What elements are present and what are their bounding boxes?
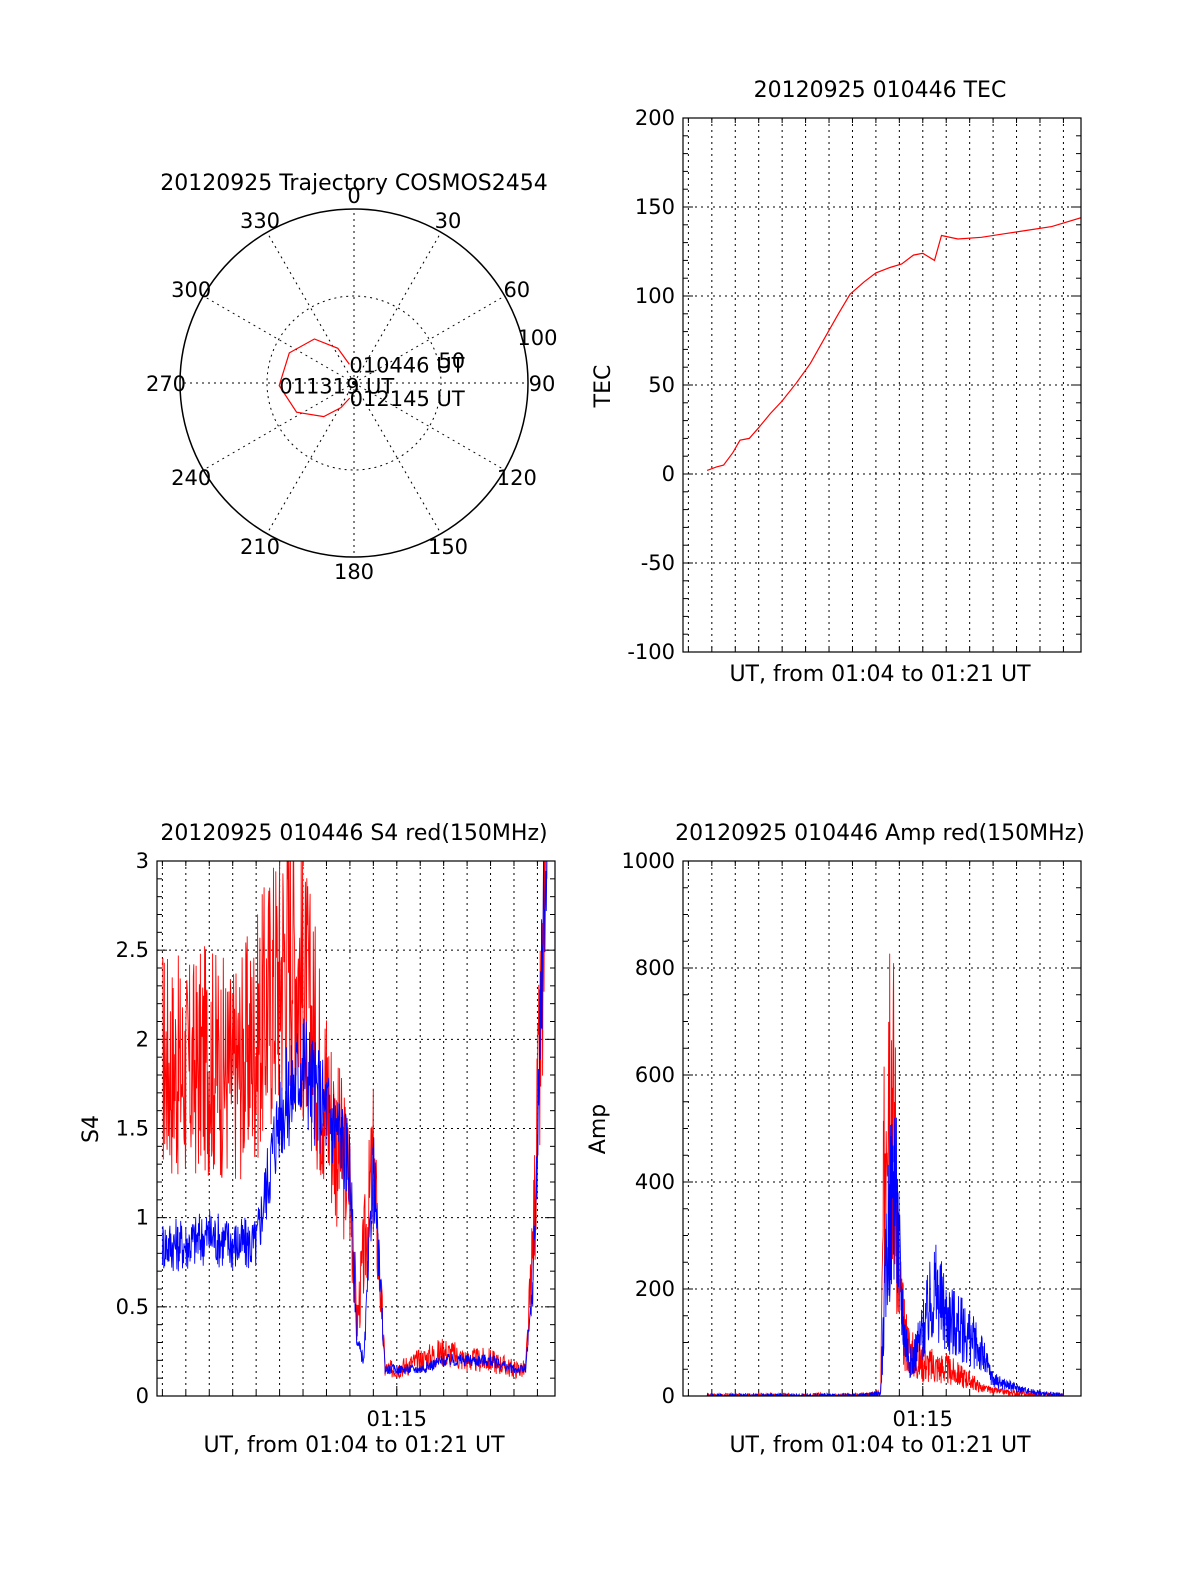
polar-radial-label: 50	[438, 349, 465, 373]
y-tick-label: 100	[635, 284, 675, 308]
polar-angle-label: 0	[347, 184, 360, 208]
polar-spoke	[353, 382, 505, 471]
x-tick-label: 01:15	[367, 1407, 428, 1431]
y-tick-label: 400	[635, 1170, 675, 1194]
polar-radial-labels: 50 100	[438, 326, 557, 373]
polar-angle-label: 180	[334, 560, 374, 584]
polar-spoke	[353, 232, 442, 384]
amp-panel: 20120925 010446 Amp red(150MHz) Amp UT, …	[586, 821, 1085, 1458]
y-tick-label: 200	[635, 1277, 675, 1301]
plot-frame	[682, 860, 1082, 1397]
y-tick-label: 0	[136, 1384, 149, 1408]
x-tick-label: 01:15	[893, 1407, 954, 1431]
y-tick-label: 3	[136, 849, 149, 873]
y-tick-label: 150	[635, 195, 675, 219]
trajectory-title: 20120925 Trajectory COSMOS2454	[160, 171, 547, 196]
series-line	[161, 861, 548, 1376]
amp-title: 20120925 010446 Amp red(150MHz)	[675, 821, 1085, 846]
trajectory-line	[278, 338, 351, 418]
trajectory-time-label: 012145 UT	[350, 387, 465, 411]
s4-xlabel: UT, from 01:04 to 01:21 UT	[203, 1433, 505, 1458]
y-tick-label: 2.5	[116, 938, 149, 962]
polar-angle-label: 90	[529, 372, 556, 396]
y-tick-label: 200	[635, 106, 675, 130]
series-line	[706, 1117, 1064, 1396]
s4-title: 20120925 010446 S4 red(150MHz)	[160, 821, 547, 846]
y-tick-label: 0.5	[116, 1295, 149, 1319]
trajectory-time-label: 010446 UT	[349, 353, 464, 377]
polar-spoke	[203, 382, 355, 471]
polar-angle-label: 210	[240, 535, 280, 559]
y-tick-label: 1.5	[116, 1117, 149, 1141]
s4-ylabel: S4	[79, 1115, 104, 1143]
polar-radial-label: 100	[517, 326, 557, 350]
tec-title: 20120925 010446 TEC	[754, 78, 1007, 103]
amp-xlabel: UT, from 01:04 to 01:21 UT	[729, 1433, 1031, 1458]
polar-spoke	[203, 295, 355, 384]
y-tick-label: -100	[627, 640, 675, 664]
polar-angle-label: 60	[503, 278, 530, 302]
y-tick-label: 1000	[622, 849, 675, 873]
polar-spoke	[266, 382, 355, 534]
y-tick-label: 2	[136, 1027, 149, 1051]
polar-angle-labels: 0 30 60 90 120 150 180 210 240 270 300 330	[146, 184, 555, 584]
amp-plot-area: 0 200 400 600 800 1000 01:15	[622, 849, 1082, 1431]
tec-panel: 20120925 010446 TEC TEC UT, from 01:04 t…	[591, 78, 1082, 687]
series-line	[706, 217, 1081, 471]
polar-angle-label: 330	[240, 209, 280, 233]
y-tick-label: 600	[635, 1063, 675, 1087]
s4-panel: 20120925 010446 S4 red(150MHz) S4 UT, fr…	[79, 821, 556, 1458]
tec-xlabel: UT, from 01:04 to 01:21 UT	[729, 662, 1031, 687]
y-tick-label: 1	[136, 1206, 149, 1230]
polar-angle-label: 150	[428, 535, 468, 559]
trajectory-series	[278, 338, 351, 418]
polar-ring	[266, 295, 442, 471]
polar-angle-label: 120	[497, 466, 537, 490]
polar-angle-label: 240	[171, 466, 211, 490]
amp-ylabel: Amp	[586, 1104, 611, 1154]
trajectory-time-label: 011319 UT	[279, 375, 394, 399]
polar-spoke	[266, 232, 355, 384]
polar-angle-label: 300	[171, 278, 211, 302]
polar-grid	[179, 208, 529, 558]
y-tick-label: 50	[648, 373, 675, 397]
y-tick-label: 800	[635, 956, 675, 980]
plot-frame	[156, 860, 556, 1397]
y-tick-label: 0	[662, 462, 675, 486]
y-tick-label: 0	[662, 1384, 675, 1408]
polar-angle-label: 30	[435, 209, 462, 233]
series-line	[706, 953, 1064, 1396]
polar-outer-circle	[179, 208, 529, 558]
polar-angle-label: 270	[146, 372, 186, 396]
tec-plot-area: -100 -50 0 50 100 150 200	[627, 106, 1082, 664]
polar-spoke	[353, 295, 505, 384]
tec-ylabel: TEC	[591, 365, 616, 409]
polar-spoke	[353, 382, 442, 534]
s4-plot-area: 0 0.5 1 1.5 2 2.5 3 01:15	[116, 849, 556, 1431]
plot-frame	[682, 117, 1082, 653]
y-tick-label: -50	[641, 551, 675, 575]
trajectory-panel: 20120925 Trajectory COSMOS2454 0 30 60 90 12…	[146, 171, 558, 584]
